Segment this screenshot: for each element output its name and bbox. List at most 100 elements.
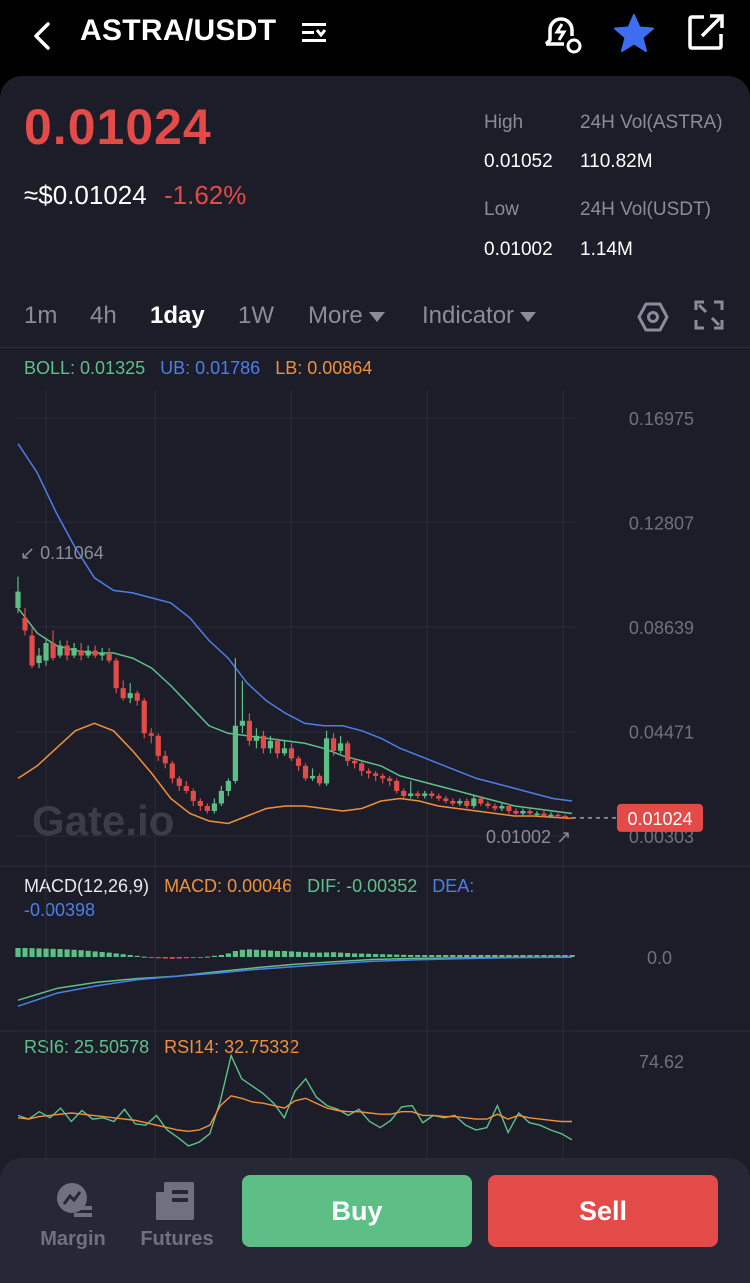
rsi-legend: RSI6: 25.50578 RSI14: 32.75332 — [24, 1037, 299, 1058]
macd-histogram-bar — [71, 949, 77, 957]
candle-body — [183, 785, 189, 791]
price-markers: ↙ 0.11064 0.01002 ↗ 0.01024 — [20, 543, 703, 847]
macd-histogram-bar — [106, 952, 112, 957]
candle-body — [169, 763, 175, 779]
macd-histogram-bar — [534, 955, 540, 957]
candle-body — [190, 790, 196, 801]
macd-histogram-bar — [57, 949, 63, 957]
candle-body — [134, 693, 140, 701]
vol-quote-label: 24H Vol(USDT) — [580, 199, 711, 220]
more-dropdown[interactable]: More — [308, 302, 385, 330]
macd-histogram-bar — [492, 955, 498, 957]
macd-histogram-bar — [352, 953, 358, 957]
macd-histogram-bar — [344, 953, 351, 957]
indicator-dropdown[interactable]: Indicator — [422, 302, 537, 330]
boll-lines — [17, 443, 573, 825]
macd-histogram-bar — [253, 949, 260, 957]
candle-body — [366, 770, 372, 774]
candle-body — [295, 758, 302, 766]
macd-histogram-bar — [190, 957, 196, 958]
y-tick-label: 0.00303 — [629, 827, 694, 847]
boll-mid-line — [17, 607, 573, 815]
candle-body — [197, 800, 203, 806]
indicator-label: Indicator — [422, 302, 515, 329]
macd-histogram-bar — [443, 955, 449, 957]
macd-histogram-bar — [548, 955, 554, 957]
sell-button[interactable]: Sell — [488, 1175, 718, 1247]
price-change: -1.62% — [164, 180, 247, 210]
tab-1day[interactable]: 1day — [150, 302, 205, 329]
candle-body — [260, 735, 267, 749]
chart-settings-button[interactable] — [636, 300, 670, 334]
y-tick-label: 0.12807 — [629, 514, 694, 534]
candle-body — [380, 775, 386, 779]
macd-histogram-bar — [436, 955, 442, 957]
buy-button[interactable]: Buy — [242, 1175, 472, 1247]
candle-body — [57, 645, 63, 656]
candle-body — [408, 793, 414, 796]
rsi-level-label: 74.62 — [639, 1052, 684, 1072]
candle-body — [344, 743, 351, 761]
macd-histogram-bar — [246, 949, 253, 957]
candle-body — [253, 735, 260, 741]
tab-1m[interactable]: 1m — [24, 302, 58, 329]
macd-histogram-bar — [415, 955, 421, 957]
star-icon — [614, 14, 654, 52]
y-tick-label: 0.16975 — [629, 409, 694, 429]
macd-histogram-bar — [373, 954, 379, 957]
candle-body — [457, 800, 463, 804]
macd-histogram-bar — [155, 957, 161, 959]
alert-bell-icon — [544, 17, 582, 54]
macd-histogram-bar — [380, 954, 386, 957]
candle-body — [443, 798, 449, 801]
candle-body — [330, 738, 337, 751]
futures-button[interactable]: Futures — [132, 1178, 222, 1258]
macd-zero-label: 0.0 — [647, 948, 672, 968]
candle-body — [211, 803, 217, 812]
macd-legend: MACD(12,26,9) MACD: 0.00046 DIF: -0.0035… — [24, 876, 474, 897]
rsi14-line — [17, 1095, 572, 1133]
share-button[interactable] — [686, 12, 726, 52]
favorite-button[interactable] — [612, 12, 656, 56]
macd-histogram-bar — [239, 949, 246, 957]
fullscreen-button[interactable] — [694, 300, 724, 330]
candle-body — [394, 780, 400, 791]
market-panel — [0, 76, 750, 1283]
macd-dif-line — [17, 956, 573, 1001]
tab-4h[interactable]: 4h — [90, 302, 117, 329]
candles — [15, 576, 575, 819]
back-arrow-icon — [34, 22, 50, 50]
more-label: More — [308, 302, 363, 329]
margin-button[interactable]: Margin — [28, 1178, 118, 1258]
kline-chart[interactable]: Gate.io 0.169750.128070.086390.044710.00… — [0, 0, 750, 1160]
candle-body — [323, 738, 330, 784]
candle-body — [387, 778, 393, 781]
candle-body — [316, 775, 323, 784]
candle-body — [78, 650, 84, 656]
macd-histogram-bar — [148, 957, 154, 958]
macd-histogram-bar — [169, 957, 175, 959]
boll-lower-line — [17, 722, 573, 825]
macd-histogram-bar — [464, 955, 470, 957]
price-alert-button[interactable] — [540, 14, 584, 54]
dea-value: -0.00398 — [24, 900, 96, 920]
pair-title[interactable]: ASTRA/USDT — [80, 14, 277, 47]
candle-body — [541, 813, 547, 817]
top-bar: ASTRA/USDT — [0, 0, 750, 72]
back-button[interactable] — [28, 16, 58, 56]
macd-dea-line — [17, 956, 573, 1007]
rsi-chart: 74.62 — [17, 1052, 684, 1147]
macd-histogram-bar — [92, 951, 98, 957]
candle-body — [15, 591, 21, 608]
tab-1w[interactable]: 1W — [238, 302, 274, 329]
macd-histogram-bar — [450, 955, 456, 957]
candle-body — [148, 733, 154, 736]
macd-histogram-bar — [225, 953, 231, 957]
macd-histogram-bar — [176, 957, 182, 959]
macd-histogram-bar — [506, 955, 512, 957]
macd-histogram-bar — [457, 955, 463, 957]
watermark: Gate.io — [32, 797, 174, 844]
candle-body — [288, 748, 295, 759]
pair-list-button[interactable] — [300, 18, 332, 50]
candle-body — [113, 660, 119, 689]
